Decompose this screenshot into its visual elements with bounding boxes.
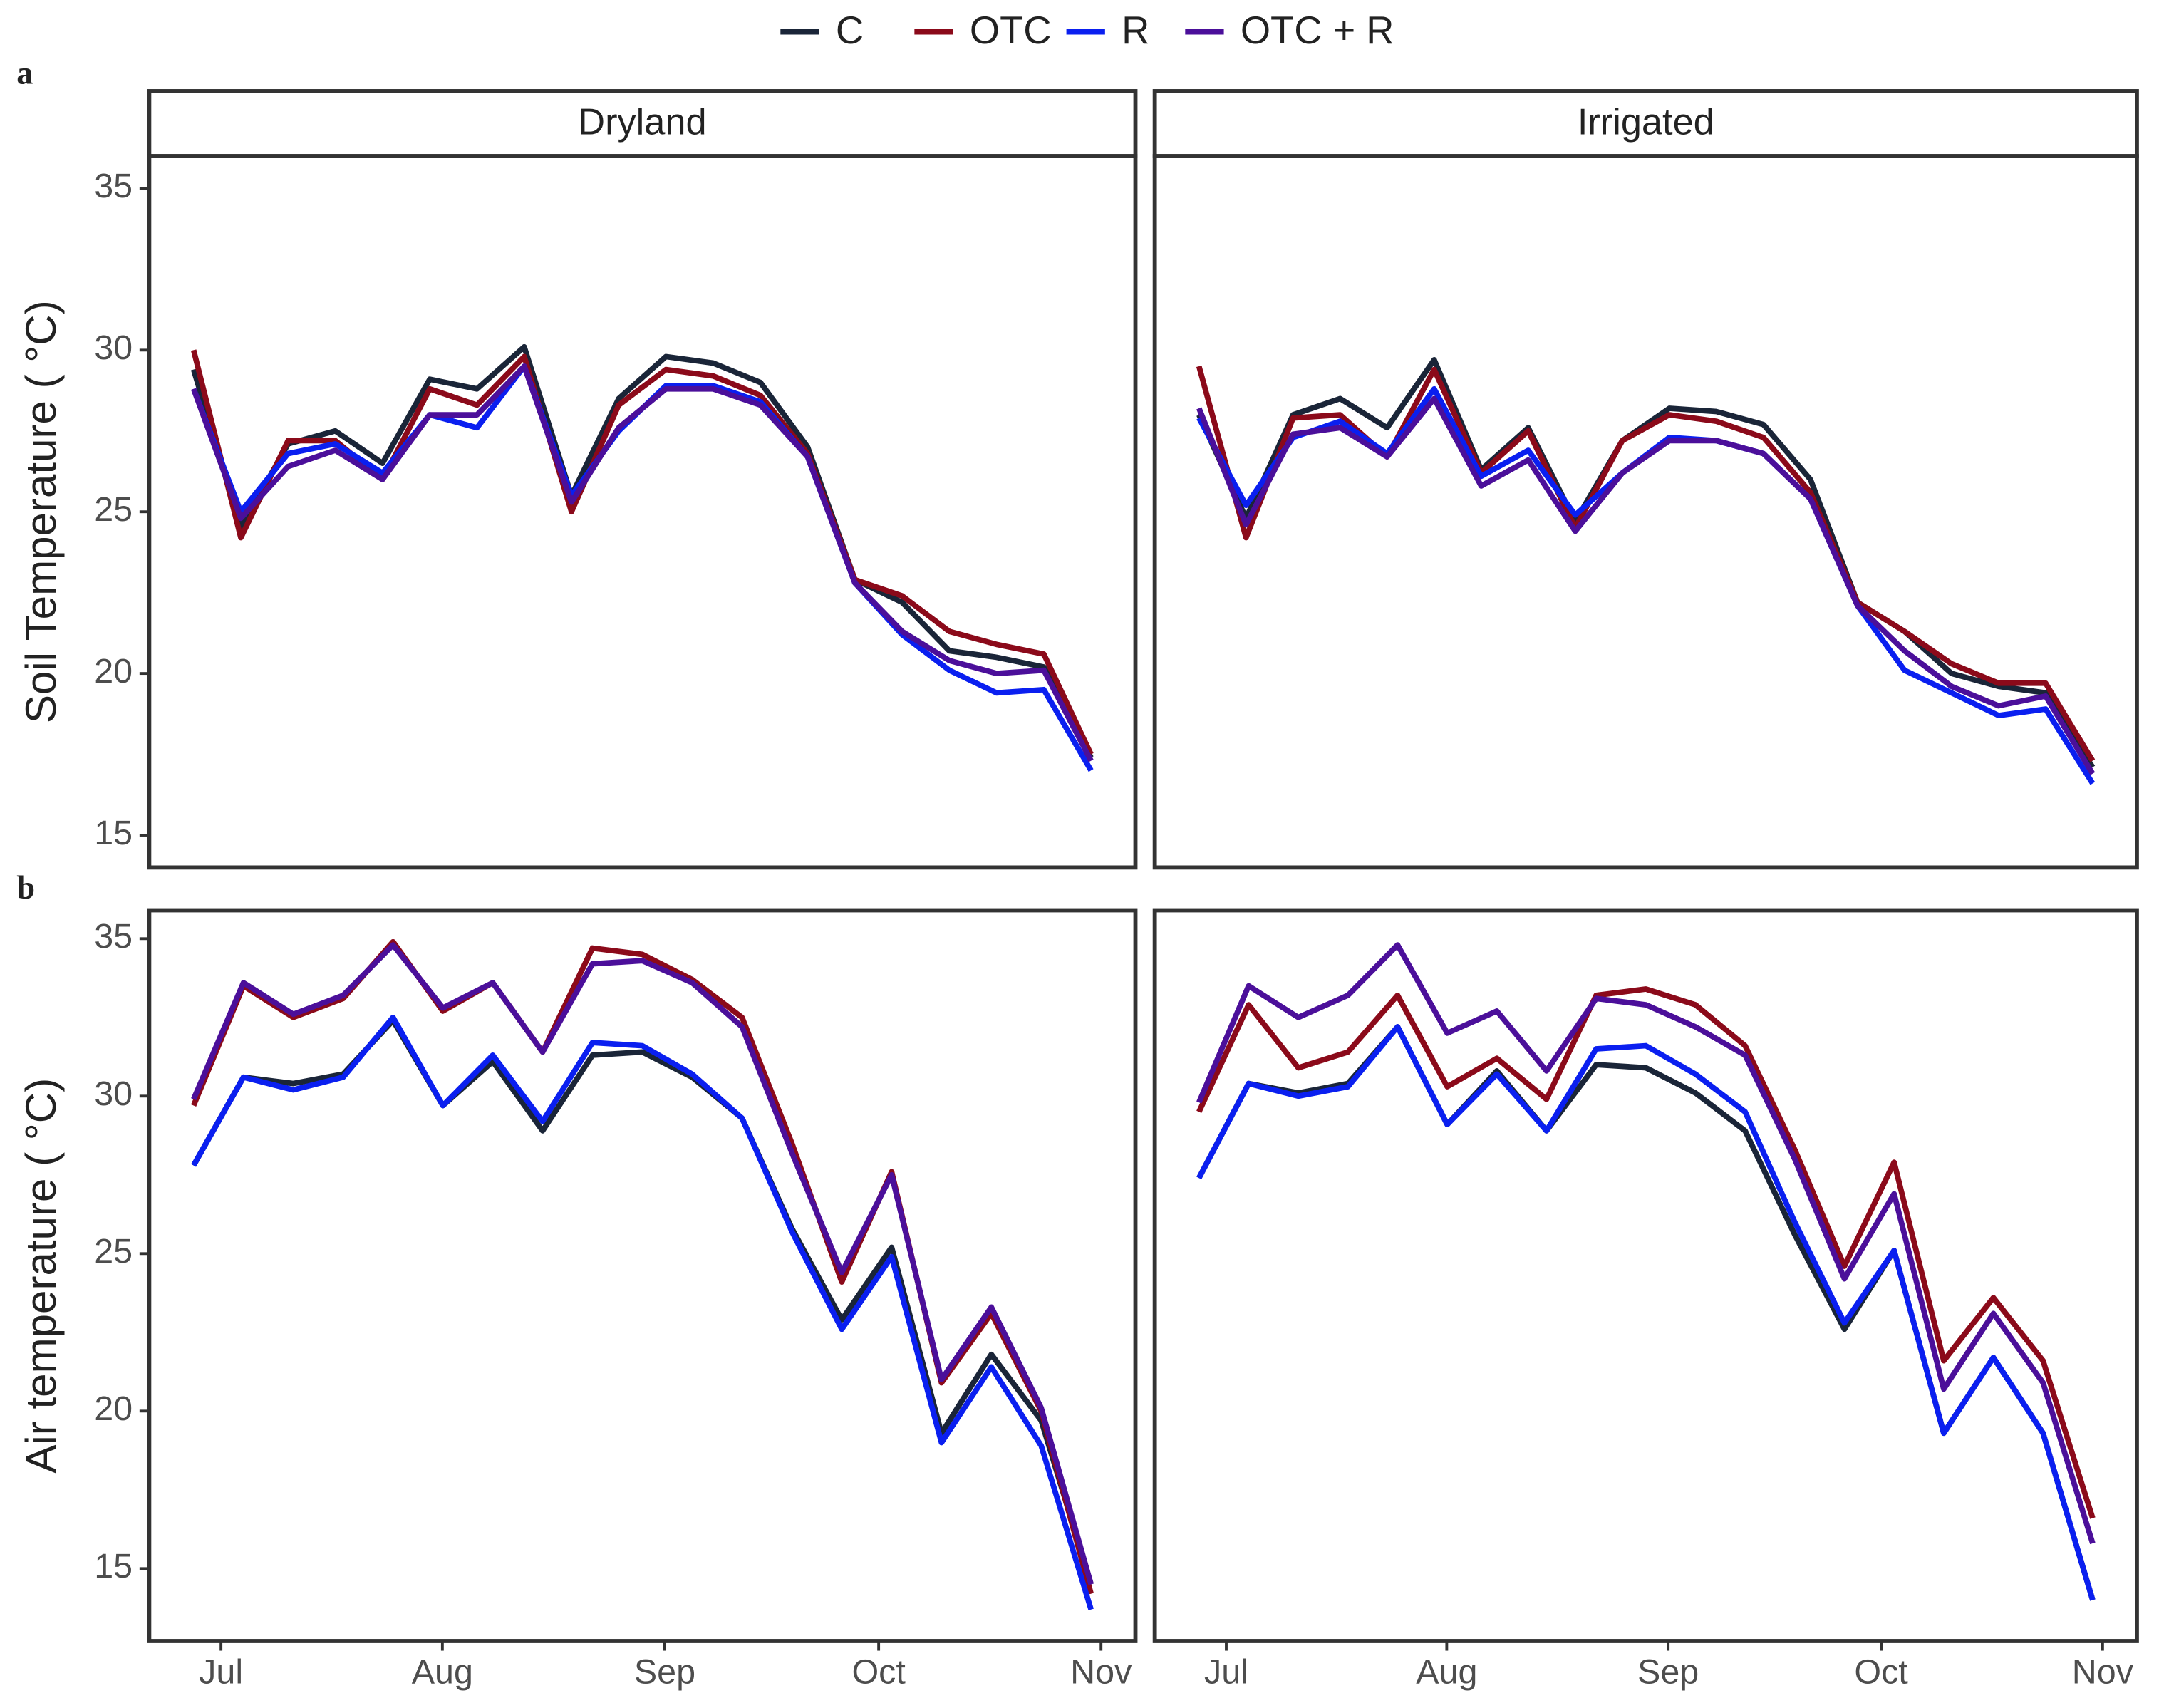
- x-tick-label: Aug: [412, 1652, 473, 1691]
- x-tick-label: Jul: [199, 1652, 243, 1691]
- strip: [1152, 89, 2139, 158]
- y-tick-label: 30: [94, 1075, 133, 1113]
- series-line: [191, 1018, 1094, 1585]
- strip: [147, 89, 1138, 158]
- panel-label: a: [16, 55, 33, 91]
- y-tick-label: 30: [94, 328, 133, 367]
- series-line: [1196, 357, 2096, 769]
- series-line: [191, 942, 1094, 1585]
- series-line: [1196, 1024, 2096, 1601]
- strip-label: Irrigated: [1578, 101, 1714, 143]
- y-tick-label: 25: [94, 490, 133, 529]
- series-line: [191, 938, 1094, 1595]
- panel-border: [1152, 154, 2139, 870]
- x-tick-label: Oct: [1854, 1652, 1908, 1691]
- y-tick-label: 35: [94, 167, 133, 205]
- series-line: [191, 1014, 1094, 1610]
- series-line: [191, 363, 1094, 762]
- legend-label: OTC + R: [1241, 9, 1394, 52]
- series-line: [1196, 395, 2096, 775]
- legend-label: C: [836, 9, 864, 52]
- y-tick-label: 25: [94, 1232, 133, 1270]
- x-tick-label: Sep: [634, 1652, 695, 1691]
- series-line: [191, 363, 1094, 772]
- x-tick-label: Nov: [1070, 1652, 1132, 1691]
- series-line: [1196, 986, 2096, 1519]
- x-tick-label: Jul: [1204, 1652, 1248, 1691]
- panel-label: b: [16, 870, 35, 906]
- y-tick-label: 20: [94, 652, 133, 690]
- y-tick-label: 15: [94, 814, 133, 852]
- y-axis-title: Air temperature ( °C): [17, 1078, 65, 1474]
- series-line: [1196, 365, 2096, 762]
- y-tick-label: 15: [94, 1547, 133, 1585]
- y-tick-label: 35: [94, 917, 133, 956]
- x-tick-label: Oct: [851, 1652, 906, 1691]
- panel-border: [1152, 908, 2139, 1643]
- x-tick-label: Sep: [1637, 1652, 1699, 1691]
- y-axis-title: Soil Temperature ( °C): [17, 300, 65, 723]
- x-tick-label: Nov: [2072, 1652, 2134, 1691]
- series-line: [190, 343, 1094, 759]
- y-tick-label: 20: [94, 1389, 133, 1428]
- legend-label: R: [1122, 9, 1149, 52]
- series-line: [1196, 1024, 2096, 1601]
- legend-label: OTC: [970, 9, 1052, 52]
- series-line: [1196, 385, 2096, 785]
- panel-border: [147, 908, 1138, 1643]
- series-line: [1196, 942, 2096, 1545]
- strip-label: Dryland: [578, 101, 706, 143]
- x-tick-label: Aug: [1416, 1652, 1477, 1691]
- panel-border: [147, 154, 1138, 870]
